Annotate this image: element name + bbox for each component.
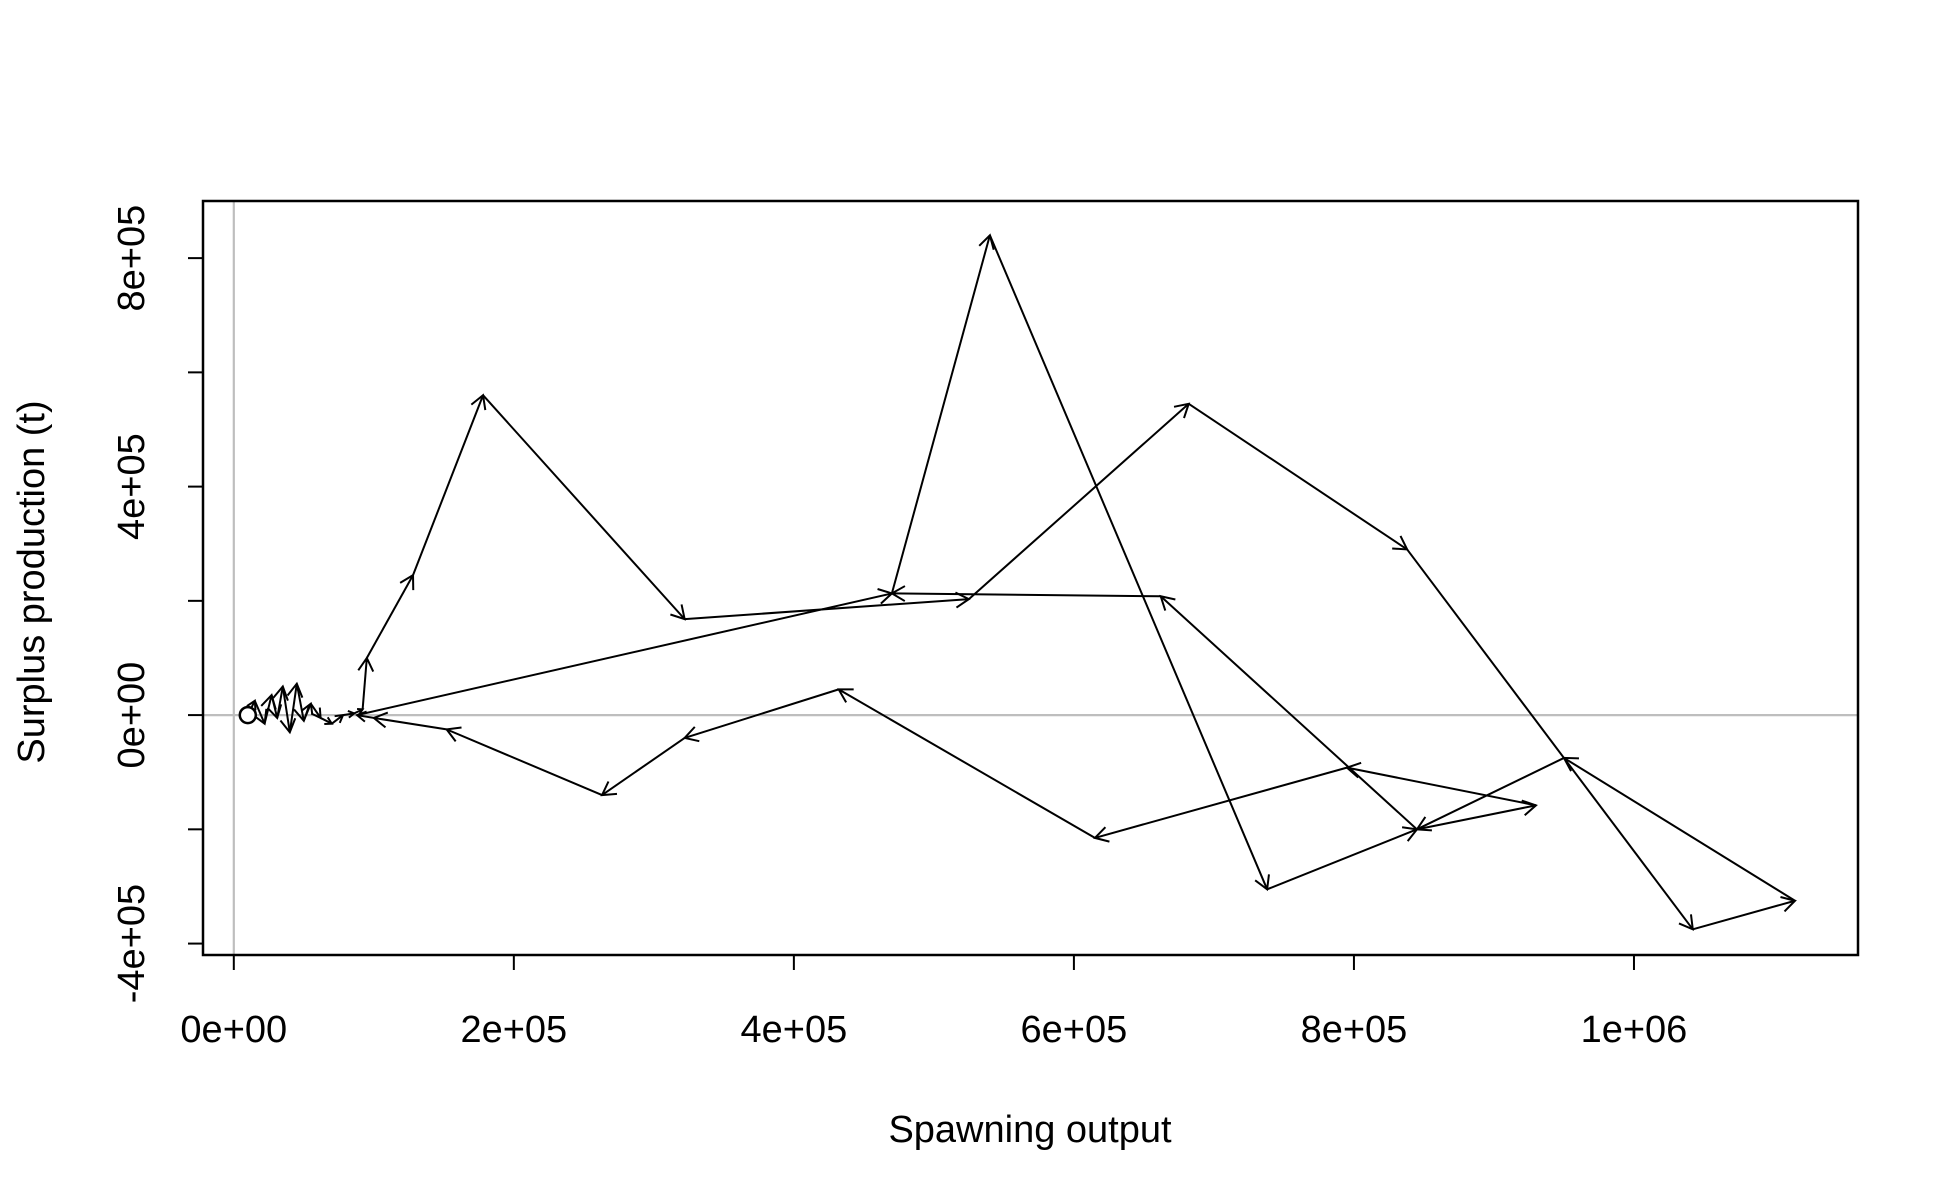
trajectory-segment — [1160, 595, 1418, 831]
y-axis: -4e+05 0e+00 4e+05 8e+05 — [111, 205, 204, 1003]
y-tick-label: -4e+05 — [111, 884, 153, 1003]
x-tick-label: 6e+05 — [1021, 1009, 1128, 1051]
trajectory-arrowhead — [399, 573, 415, 591]
trajectory-segment — [288, 683, 298, 733]
trajectory-segment — [1188, 402, 1408, 551]
trajectory-arrowhead — [266, 704, 283, 720]
trajectory-segment — [253, 700, 266, 725]
y-tick-label: 4e+05 — [111, 433, 153, 540]
trajectory-segment — [891, 592, 1161, 598]
trajectory-arrowhead — [356, 707, 365, 715]
x-tick-label: 4e+05 — [741, 1009, 848, 1051]
trajectory-segment — [276, 686, 284, 719]
trajectory-segment — [320, 717, 333, 725]
trajectory-arrowhead — [889, 585, 906, 602]
x-axis: 0e+00 2e+05 4e+05 6e+05 8e+05 1e+06 — [180, 954, 1688, 1051]
trajectory-arrowhead — [836, 688, 854, 703]
trajectory-arrowhead — [1159, 594, 1176, 611]
trajectory-segment — [356, 714, 374, 719]
trajectory-segment — [446, 728, 603, 796]
y-tick-label: 0e+00 — [111, 662, 153, 769]
trajectory-arrowhead — [1344, 761, 1362, 779]
trajectory-segment — [309, 703, 322, 719]
x-tick-label: 8e+05 — [1301, 1009, 1408, 1051]
trajectory-segment — [295, 683, 305, 721]
y-tick-label: 8e+05 — [111, 205, 153, 312]
trajectory-arrowhead — [286, 681, 304, 698]
x-tick-label: 0e+00 — [180, 1009, 287, 1051]
trajectory-segment — [1416, 757, 1565, 831]
trajectory-arrowhead — [347, 709, 357, 719]
trajectory-segment — [331, 714, 344, 725]
y-axis-label: Surplus production (t) — [11, 400, 53, 763]
trajectory-segment — [1266, 828, 1418, 891]
trajectory-arrowhead — [371, 711, 389, 729]
trajectory-segment — [270, 694, 279, 719]
trajectory-segment — [1692, 899, 1796, 931]
trajectory-segment — [302, 703, 312, 722]
trajectory-segment — [1416, 804, 1537, 831]
trajectory-segment — [365, 574, 414, 659]
trajectory-series — [246, 233, 1797, 931]
trajectory-arrowhead — [1401, 826, 1419, 842]
trajectory-segment — [281, 686, 291, 733]
trajectory-segment — [1563, 757, 1796, 902]
trajectory-segment — [601, 737, 686, 796]
trajectory-segment — [412, 394, 484, 576]
x-tick-label: 2e+05 — [460, 1009, 567, 1051]
trajectory-segment — [373, 716, 447, 731]
trajectory-segment — [684, 688, 839, 739]
trajectory-segment — [988, 234, 1269, 890]
x-tick-label: 1e+06 — [1581, 1009, 1688, 1051]
trajectory-arrowhead — [682, 726, 700, 743]
trajectory-segment — [890, 235, 991, 594]
trajectory-segment — [838, 688, 1096, 839]
trajectory-segment — [356, 592, 893, 717]
trajectory-arrowhead — [670, 604, 686, 621]
start-point-layer — [238, 705, 258, 725]
reference-lines — [203, 201, 1858, 955]
trajectory-arrowhead — [310, 707, 322, 720]
start-point-marker — [238, 705, 258, 725]
trajectory-segment — [361, 657, 368, 710]
trajectory-arrowhead — [357, 655, 375, 672]
trajectory-segment — [968, 403, 1190, 600]
trajectory-arrowhead — [1092, 826, 1110, 843]
trajectory-segment — [1346, 766, 1537, 807]
trajectory-arrowhead — [272, 684, 289, 701]
trajectory-segment — [1094, 766, 1348, 839]
x-axis-label: Spawning output — [888, 1109, 1172, 1151]
trajectory-segment — [1406, 548, 1694, 930]
trajectory-segment — [482, 394, 686, 620]
